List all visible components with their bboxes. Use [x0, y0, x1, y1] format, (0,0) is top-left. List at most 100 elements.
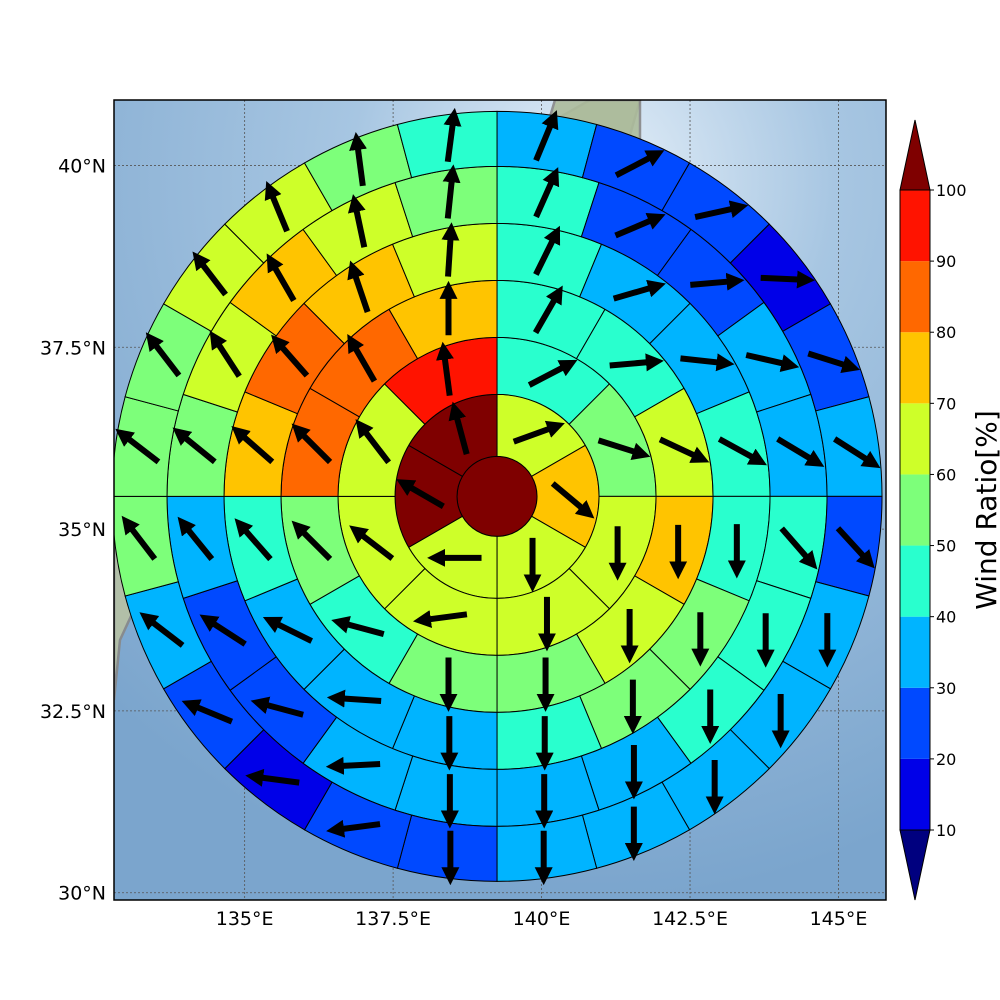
- wind-ratio-sectors: [114, 110, 883, 882]
- wind-arrow: [512, 420, 565, 445]
- wind-arrow: [262, 616, 314, 644]
- wind-arrow: [291, 520, 333, 562]
- colorbar-tick-label: 40: [936, 608, 956, 627]
- wind-arrow: [347, 194, 368, 248]
- colorbar-segment: [900, 616, 930, 688]
- wind-arrow: [694, 200, 749, 220]
- colorbar-segment: [900, 545, 930, 617]
- lat-tick-label: 40°N: [58, 155, 106, 177]
- map-frame: [113, 99, 887, 901]
- wind-arrow: [326, 819, 381, 838]
- wind-arrow: [326, 689, 382, 708]
- lat-tick-label: 30°N: [58, 883, 106, 905]
- wind-arrow: [779, 526, 818, 570]
- lon-tick-label: 142.5°E: [652, 908, 728, 930]
- lon-tick-label: 137.5°E: [355, 908, 431, 930]
- colorbar-min-extend: [899, 829, 931, 901]
- wind-arrow: [614, 213, 666, 239]
- lon-tick-label: 145°E: [810, 908, 868, 930]
- wind-arrow: [717, 436, 767, 466]
- wind-arrow: [264, 180, 290, 233]
- colorbar-segment: [900, 403, 930, 475]
- colorbar-title: Wind Ratio[%]: [970, 410, 1000, 610]
- wind-arrow: [807, 350, 861, 374]
- colorbar-max-extend: [899, 119, 931, 191]
- wind-arrow: [355, 419, 392, 465]
- wind-arrow: [448, 401, 470, 455]
- colorbar-tick-label: 80: [936, 323, 956, 342]
- wind-arrow: [177, 516, 215, 561]
- wind-arrow: [441, 222, 460, 277]
- wind-arrow: [690, 272, 745, 291]
- wind-arrow: [550, 481, 595, 519]
- wind-arrow: [533, 110, 559, 162]
- wind-arrow: [347, 333, 378, 383]
- wind-arrow: [658, 436, 710, 463]
- wind-arrow: [835, 526, 875, 569]
- wind-arrow: [597, 437, 651, 460]
- wind-arrow: [209, 330, 242, 378]
- wind-arrow: [532, 285, 563, 335]
- wind-arrow: [436, 341, 454, 397]
- wind-arrow: [291, 423, 333, 465]
- colorbar-tick-label: 10: [936, 821, 956, 840]
- wind-arrow: [172, 427, 217, 465]
- wind-arrow: [121, 515, 158, 561]
- lat-tick-label: 32.5°N: [40, 701, 106, 723]
- wind-arrow: [271, 334, 310, 378]
- wind-arrow: [234, 518, 273, 562]
- colorbar-segment: [900, 261, 930, 333]
- wind-arrow: [680, 353, 735, 372]
- wind-arrow: [832, 436, 881, 469]
- colorbar-segment: [900, 474, 930, 546]
- wind-arrow: [760, 270, 816, 289]
- wind-arrow: [745, 352, 800, 372]
- wind-arrow: [266, 253, 297, 302]
- wind-arrow: [609, 353, 664, 372]
- wind-arrow: [396, 479, 445, 509]
- lat-tick-label: 35°N: [58, 519, 106, 541]
- colorbar-frame: [899, 189, 931, 831]
- lon-tick-label: 135°E: [216, 908, 274, 930]
- wind-arrow: [245, 768, 300, 787]
- wind-arrow: [250, 696, 304, 718]
- wind-arrow: [347, 260, 371, 313]
- colorbar-tick-label: 60: [936, 465, 956, 484]
- colorbar-segment: [900, 687, 930, 759]
- wind-arrow: [199, 614, 247, 647]
- wind-arrow: [349, 525, 395, 561]
- colorbar-tick-label: 100: [936, 181, 967, 200]
- latitude-tick-labels: 30°N 32.5°N 35°N 37.5°N 40°N: [40, 155, 106, 904]
- wind-arrow: [325, 756, 381, 775]
- wind-arrow: [442, 164, 461, 219]
- wind-arrow: [776, 436, 825, 467]
- colorbar-tick-label: 50: [936, 537, 956, 556]
- wind-arrow: [412, 610, 468, 628]
- wind-arrow: [612, 279, 666, 302]
- wind-arrow: [192, 251, 228, 297]
- colorbar-segment: [900, 190, 930, 262]
- wind-arrow: [527, 359, 578, 388]
- colorbar-tick-label: 20: [936, 750, 956, 769]
- wind-arrow: [115, 428, 161, 465]
- colorbar: 10 20 30 40 50 60 70 80 90 100: [899, 119, 967, 901]
- lat-tick-label: 37.5°N: [40, 337, 106, 359]
- wind-direction-arrows: [115, 107, 881, 886]
- wind-arrow: [533, 167, 560, 219]
- wind-arrow: [231, 425, 275, 465]
- wind-arrow: [614, 150, 665, 178]
- wind-arrow: [533, 225, 561, 276]
- colorbar-segment: [900, 332, 930, 404]
- lon-tick-label: 140°E: [513, 908, 571, 930]
- colorbar-tick-label: 30: [936, 679, 956, 698]
- wind-arrow: [139, 612, 185, 648]
- longitude-tick-labels: 135°E 137.5°E 140°E 142.5°E 145°E: [216, 908, 868, 930]
- wind-arrow: [331, 616, 385, 638]
- wind-arrow: [443, 107, 462, 163]
- wind-arrow: [349, 131, 368, 187]
- colorbar-segment: [900, 758, 930, 830]
- wind-arrow: [181, 699, 234, 725]
- colorbar-tick-label: 90: [936, 252, 956, 271]
- colorbar-tick-label: 70: [936, 394, 956, 413]
